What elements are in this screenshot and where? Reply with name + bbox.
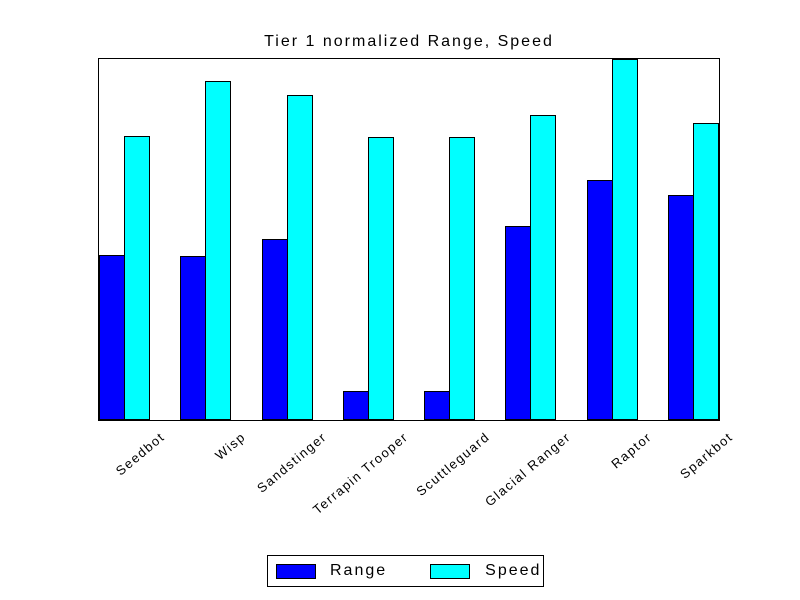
- x-tick-label: Glacial Ranger: [481, 429, 574, 510]
- bar-group: Glacial Ranger: [482, 59, 574, 509]
- x-tick-label: Raptor: [608, 429, 655, 472]
- legend-label-range: Range: [330, 562, 388, 579]
- bar-range: [586, 179, 613, 420]
- bar-speed: [530, 114, 557, 420]
- bar-range: [667, 195, 694, 420]
- bar-range: [505, 226, 532, 420]
- bar-group: Scuttleguard: [413, 59, 492, 499]
- bars-container: Seedbot Wisp Sandstinger Terrapin Trooper Sc…: [99, 59, 736, 517]
- x-tick-label: Seedbot: [112, 429, 168, 479]
- bar-range: [342, 390, 369, 420]
- legend-label-speed: Speed: [485, 562, 542, 579]
- bar-range: [180, 256, 207, 420]
- bar-group: Raptor: [586, 59, 655, 471]
- bar-speed: [692, 122, 719, 420]
- x-tick-label: Scuttleguard: [412, 429, 493, 499]
- bar-speed: [124, 135, 150, 420]
- bar-group: Seedbot: [99, 59, 167, 478]
- bar-group: Sandstinger: [254, 59, 330, 496]
- legend: Range Speed: [267, 555, 544, 587]
- legend-swatch-range: [276, 563, 316, 579]
- bar-range: [261, 239, 288, 420]
- chart-title: Tier 1 normalized Range, Speed: [264, 33, 554, 50]
- bar-group: Sparkbot: [667, 59, 736, 482]
- bar-group: Wisp: [180, 59, 248, 463]
- bar-range: [99, 255, 125, 420]
- x-tick-label: Wisp: [212, 429, 249, 463]
- bar-speed: [611, 59, 638, 420]
- bar-speed: [286, 95, 313, 420]
- bar-group: Terrapin Trooper: [310, 59, 411, 517]
- bar-speed: [367, 136, 394, 420]
- bar-speed: [205, 81, 232, 420]
- bar-speed: [449, 136, 476, 420]
- x-tick-label: Sparkbot: [677, 429, 737, 482]
- plot-area: Seedbot Wisp Sandstinger Terrapin Trooper Sc…: [98, 58, 736, 517]
- bar-range: [424, 390, 451, 420]
- legend-swatch-speed: [430, 563, 471, 579]
- x-tick-label: Sandstinger: [254, 429, 330, 496]
